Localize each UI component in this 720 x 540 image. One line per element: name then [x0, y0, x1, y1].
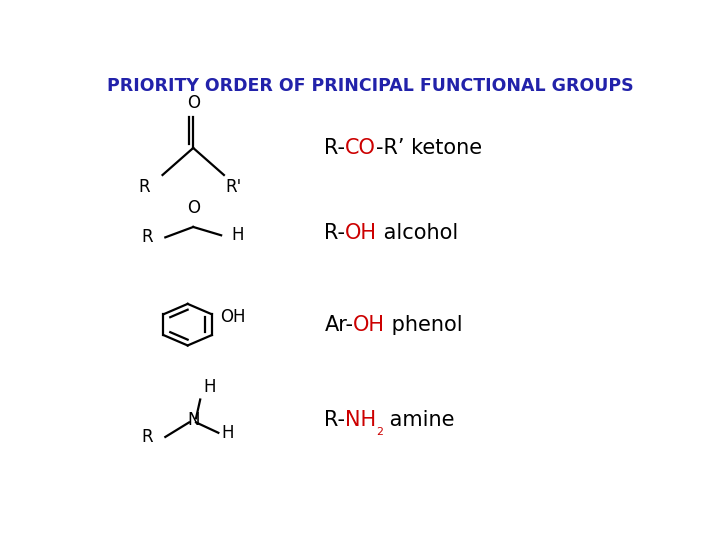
Text: NH: NH: [346, 410, 377, 430]
Text: O: O: [186, 199, 199, 217]
Text: H: H: [231, 226, 243, 244]
Text: -R’ ketone: -R’ ketone: [377, 138, 482, 158]
Text: Ar-: Ar-: [324, 315, 354, 335]
Text: R-: R-: [324, 138, 346, 158]
Text: amine: amine: [383, 410, 455, 430]
Text: O: O: [186, 94, 199, 112]
Text: OH: OH: [346, 223, 377, 243]
Text: R: R: [141, 228, 153, 246]
Text: PRIORITY ORDER OF PRINCIPAL FUNCTIONAL GROUPS: PRIORITY ORDER OF PRINCIPAL FUNCTIONAL G…: [107, 77, 634, 95]
Text: CO: CO: [346, 138, 377, 158]
Text: H: H: [221, 424, 233, 442]
Text: R': R': [225, 178, 242, 197]
Text: OH: OH: [354, 315, 385, 335]
Text: R: R: [141, 428, 153, 446]
Text: 2: 2: [377, 427, 383, 437]
Text: R-: R-: [324, 223, 346, 243]
Text: R-: R-: [324, 410, 346, 430]
Text: phenol: phenol: [385, 315, 463, 335]
Text: OH: OH: [220, 308, 246, 326]
Text: H: H: [203, 378, 215, 396]
Text: alcohol: alcohol: [377, 223, 459, 243]
Text: R: R: [139, 178, 150, 197]
Text: N: N: [187, 411, 199, 429]
